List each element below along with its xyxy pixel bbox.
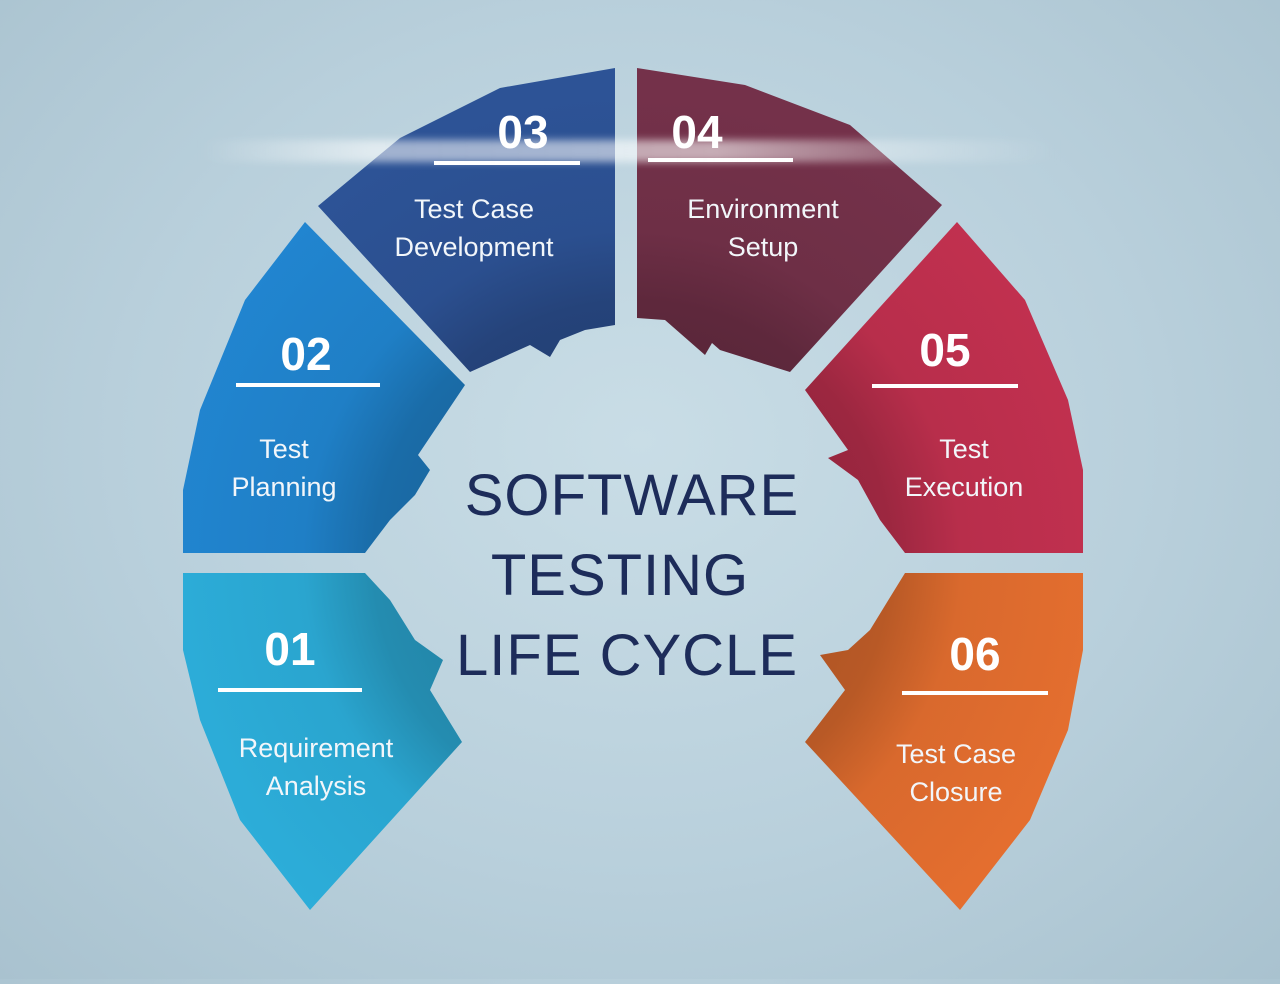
- segment-shape: [183, 573, 462, 910]
- segment-shape: [183, 222, 465, 553]
- phase-label-line: Development: [394, 232, 554, 262]
- phase-number: 02: [280, 328, 331, 380]
- phase-segment-06: 06 Test Case Closure: [805, 573, 1083, 910]
- segment-shape: [805, 573, 1083, 910]
- phase-label-line: Execution: [905, 472, 1024, 502]
- phase-number: 04: [671, 106, 723, 158]
- phase-label-line: Planning: [231, 472, 336, 502]
- center-title: SOFTWARE TESTING LIFE CYCLE: [456, 463, 800, 688]
- phase-number: 03: [497, 106, 548, 158]
- phase-label-line: Analysis: [266, 771, 367, 801]
- phase-number: 06: [949, 628, 1000, 680]
- phase-segment-05: 05 Test Execution: [805, 222, 1083, 553]
- phase-segment-01: 01 Requirement Analysis: [183, 573, 462, 910]
- phase-label-line: Environment: [687, 194, 839, 224]
- phase-label-line: Test Case: [414, 194, 534, 224]
- title-line-3: LIFE CYCLE: [456, 623, 798, 688]
- title-line-1: SOFTWARE: [465, 463, 800, 528]
- phase-label-line: Test Case: [896, 739, 1016, 769]
- phase-number: 01: [264, 623, 315, 675]
- phase-number: 05: [919, 324, 970, 376]
- phase-label-line: Setup: [728, 232, 799, 262]
- phase-label-line: Test: [939, 434, 989, 464]
- title-line-2: TESTING: [491, 543, 749, 608]
- phase-label-line: Requirement: [239, 733, 394, 763]
- phase-segment-02: 02 Test Planning: [183, 222, 465, 553]
- phase-label-line: Closure: [909, 777, 1002, 807]
- phase-label-line: Test: [259, 434, 309, 464]
